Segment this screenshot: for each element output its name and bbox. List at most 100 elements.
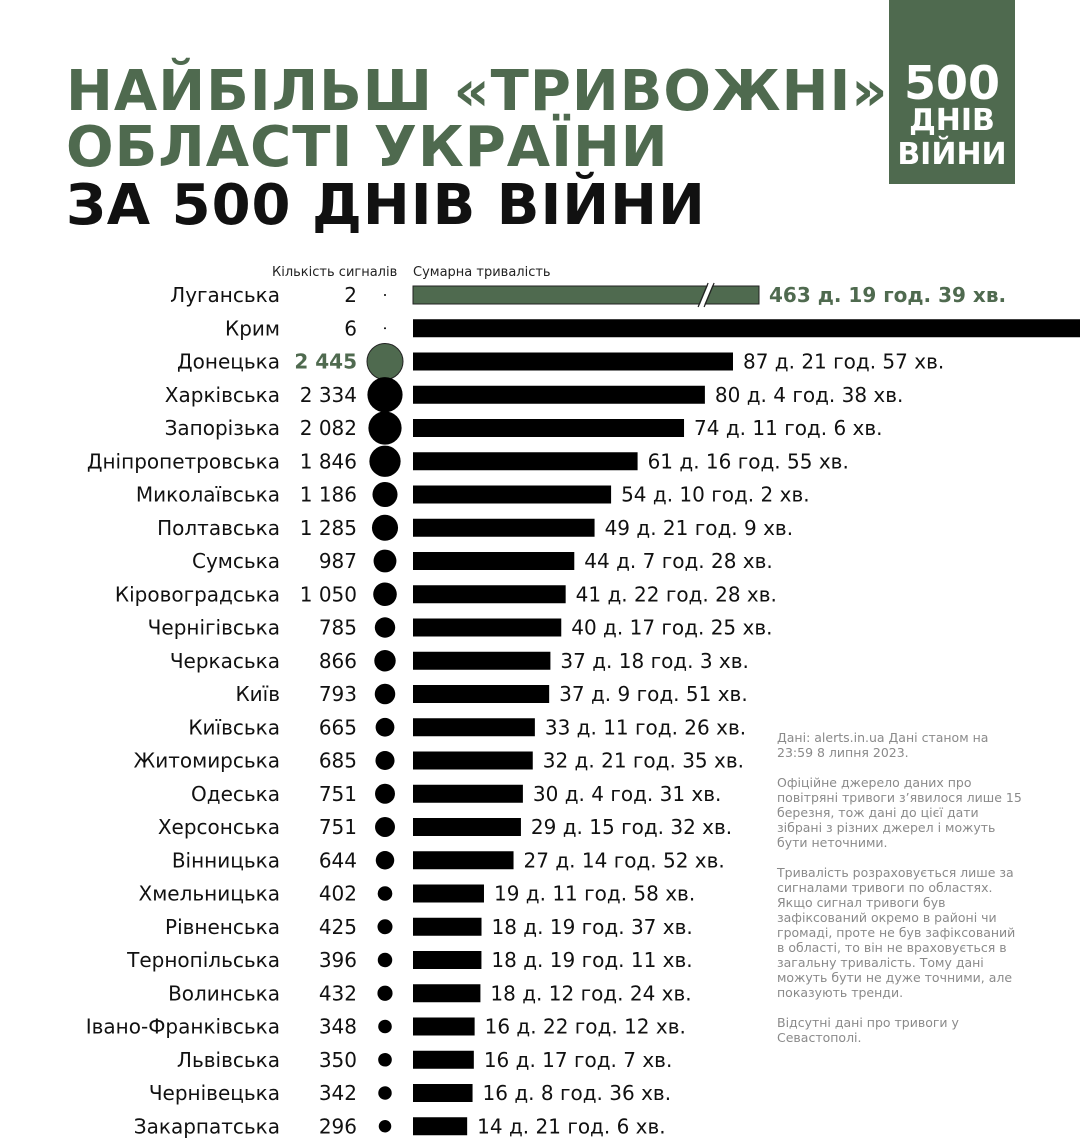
signal-count-label: 2 334	[300, 383, 357, 407]
signal-count-dot	[371, 514, 399, 541]
duration-bar	[412, 285, 760, 305]
title-line-1: НАЙБІЛЬШ «ТРИВОЖНІ»	[66, 59, 889, 124]
signal-count-label: 432	[319, 981, 357, 1005]
signal-count-label: 866	[319, 649, 357, 673]
duration-bar	[413, 984, 481, 1003]
duration-label: 40 д. 17 год. 25 хв.	[571, 616, 772, 640]
duration-label: 463 д. 19 год. 39 хв.	[769, 283, 1006, 307]
signal-count-label: 350	[319, 1048, 357, 1072]
duration-label: 30 д. 4 год. 31 хв.	[533, 782, 722, 806]
signal-count-dot	[369, 445, 401, 477]
region-label: Луганська	[170, 283, 280, 307]
duration-bar	[413, 585, 566, 604]
duration-label: 80 д. 4 год. 38 хв.	[715, 383, 904, 407]
duration-label: 33 д. 11 год. 26 хв.	[545, 715, 746, 739]
duration-bar	[413, 452, 638, 471]
duration-column-header: Сумарна тривалість	[413, 265, 551, 280]
region-label: Київська	[188, 715, 280, 739]
duration-bar	[413, 419, 685, 437]
signal-count-dot	[384, 327, 386, 330]
signal-count-dot	[366, 343, 404, 380]
signal-count-label: 1 285	[300, 516, 357, 540]
badge-line-3: ВІЙНИ	[897, 137, 1007, 172]
note-method: Тривалість розраховується лише за сигнал…	[777, 865, 1016, 1000]
duration-bar	[413, 485, 612, 504]
signal-count-label: 665	[319, 715, 357, 739]
duration-label: 18 д. 19 год. 37 хв.	[492, 915, 693, 939]
signal-count-label: 348	[319, 1015, 357, 1039]
duration-bar	[413, 319, 1080, 338]
duration-label: 49 д. 21 год. 9 хв.	[605, 516, 794, 540]
signal-count-dot	[373, 549, 397, 573]
signal-count-dot	[368, 411, 402, 445]
duration-label: 61 д. 16 год. 55 хв.	[648, 449, 849, 473]
region-label: Івано-Франківська	[86, 1015, 280, 1039]
duration-label: 54 д. 10 год. 2 хв.	[621, 483, 810, 507]
duration-bar	[413, 851, 514, 870]
signal-count-label: 793	[319, 682, 357, 706]
duration-label: 27 д. 14 год. 52 хв.	[524, 848, 725, 872]
duration-bar	[413, 784, 523, 803]
signal-count-dot	[373, 582, 397, 607]
duration-bar	[413, 518, 595, 537]
signal-count-label: 685	[319, 749, 357, 773]
signal-count-dot	[375, 817, 395, 837]
region-label: Донецька	[177, 350, 280, 374]
duration-bar	[413, 884, 484, 903]
duration-label: 16 д. 8 год. 36 хв.	[483, 1081, 672, 1105]
region-label: Волинська	[168, 981, 280, 1005]
notes-panel: Дані: alerts.in.ua Дані станом на 23:59 …	[777, 730, 1022, 1060]
region-label: Дніпропетровська	[87, 449, 280, 473]
signal-count-label: 402	[319, 882, 357, 906]
region-label: Харківська	[165, 383, 280, 407]
duration-bar	[413, 917, 482, 936]
region-label: Чернівецька	[149, 1081, 280, 1105]
duration-bar	[413, 385, 705, 404]
duration-bar	[413, 352, 733, 371]
duration-label: 32 д. 21 год. 35 хв.	[543, 749, 744, 773]
badge-500-days: 500 ДНІВ ВІЙНИ	[889, 0, 1015, 184]
duration-bar	[413, 1017, 475, 1036]
duration-label: 37 д. 18 год. 3 хв.	[560, 649, 749, 673]
region-label: Одеська	[191, 782, 280, 806]
signal-count-dot	[378, 1086, 392, 1100]
signal-count-dot	[375, 783, 395, 804]
count-column-header: Кількість сигналів	[272, 265, 398, 280]
duration-label: 18 д. 12 год. 24 хв.	[490, 981, 691, 1005]
note-missing-data: Відсутні дані про тривоги у Севастополі.	[777, 1015, 959, 1045]
signal-count-dot	[377, 952, 393, 968]
duration-label: 16 д. 22 год. 12 хв.	[485, 1015, 686, 1039]
duration-bar	[413, 618, 562, 637]
badge-number: 500	[903, 56, 1001, 110]
signal-count-dot	[378, 1119, 392, 1133]
signal-count-label: 2 082	[300, 416, 357, 440]
region-label: Рівненська	[165, 915, 280, 939]
region-label: Крим	[225, 316, 280, 340]
signal-count-label: 2 445	[294, 350, 357, 374]
note-source: Дані: alerts.in.ua Дані станом на 23:59 …	[777, 730, 989, 760]
note-official-source: Офіційне джерело даних про повітряні три…	[777, 775, 1022, 850]
title-line-2: ОБЛАСТІ УКРАЇНИ	[66, 115, 669, 180]
region-label: Сумська	[192, 549, 280, 573]
duration-bar	[413, 818, 521, 836]
signal-count-label: 1 050	[300, 582, 357, 606]
signal-count-label: 6	[344, 316, 357, 340]
duration-label: 19 д. 11 год. 58 хв.	[494, 882, 695, 906]
axis-break-line	[697, 282, 709, 308]
region-label: Тернопільська	[126, 948, 280, 972]
region-label: Полтавська	[157, 516, 280, 540]
signal-count-label: 987	[319, 549, 357, 573]
region-label: Житомирська	[134, 749, 280, 773]
signal-count-dot	[384, 294, 386, 296]
signal-count-label: 396	[319, 948, 357, 972]
region-label: Львівська	[177, 1048, 280, 1072]
duration-bar	[413, 718, 535, 737]
signal-count-label: 751	[319, 815, 357, 839]
region-label: Київ	[235, 682, 280, 706]
signal-count-dot	[374, 683, 396, 705]
duration-label: 18 д. 19 год. 11 хв.	[491, 948, 692, 972]
signal-count-dot	[378, 1019, 392, 1034]
region-label: Черкаська	[170, 649, 280, 673]
duration-bar	[413, 1084, 473, 1102]
